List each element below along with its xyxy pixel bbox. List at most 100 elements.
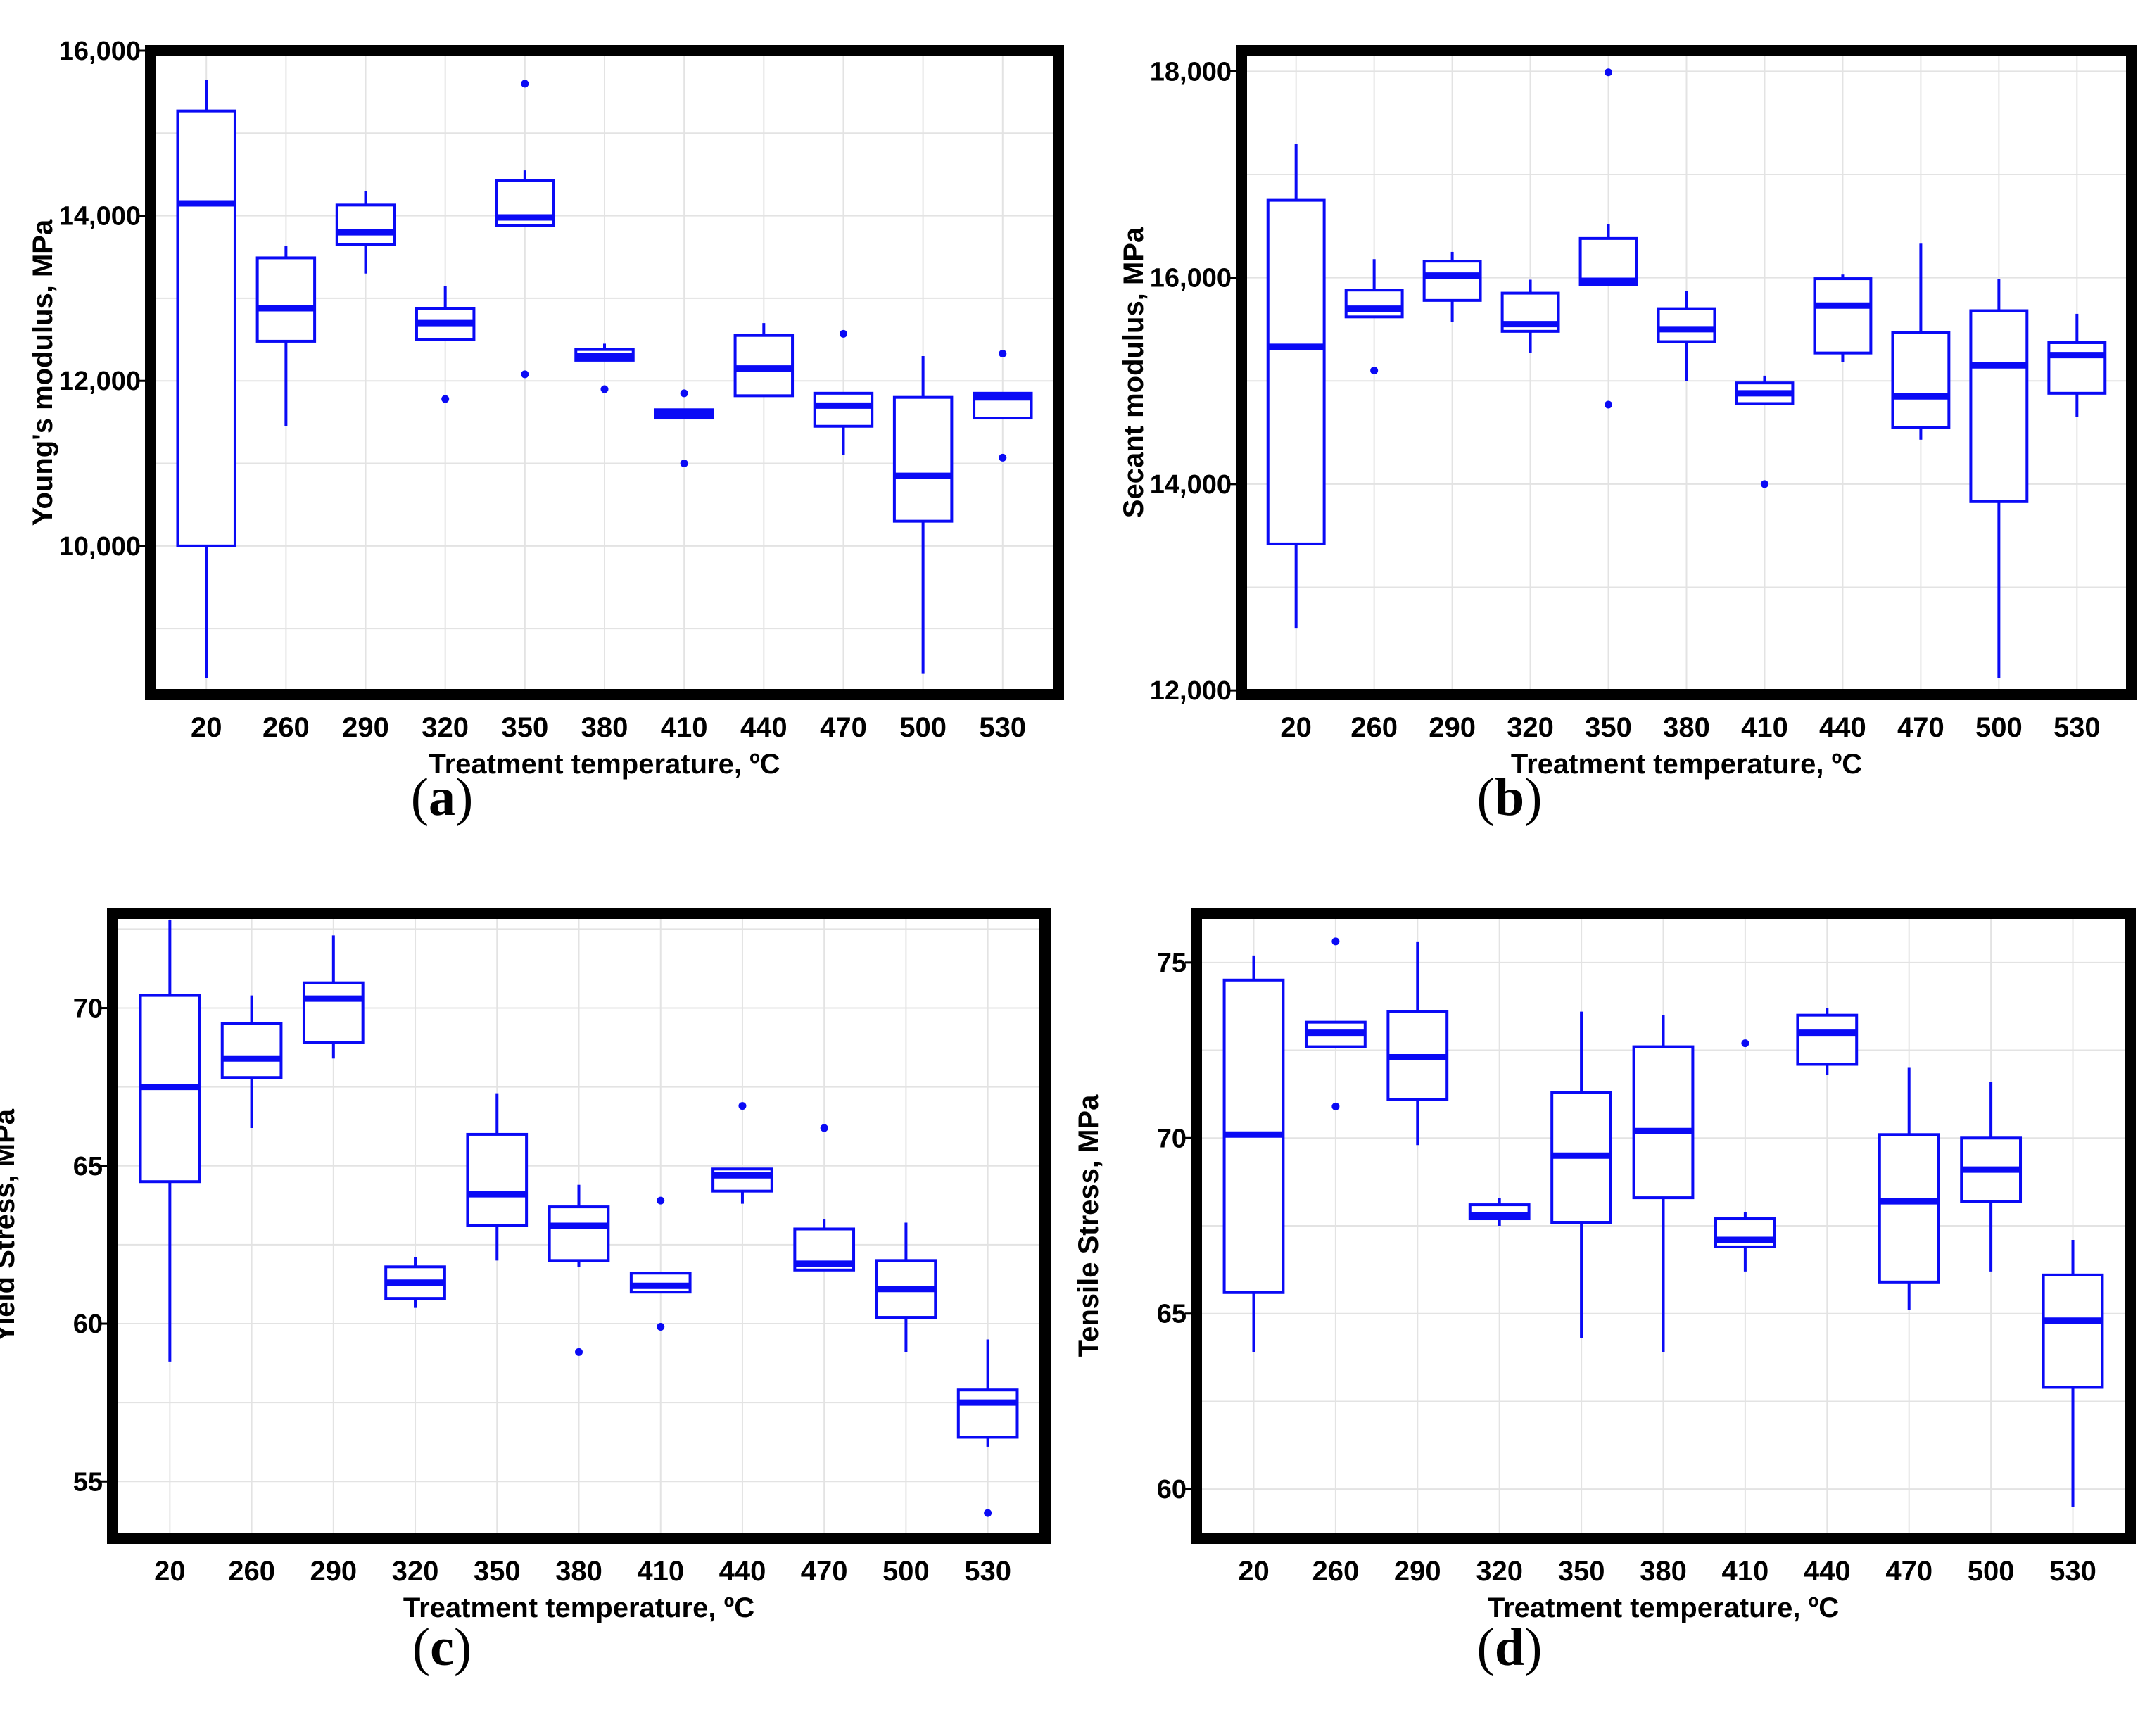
x-tick-label: 380 — [555, 1556, 602, 1587]
box-470 — [813, 329, 874, 455]
x-tick-label: 440 — [740, 712, 787, 743]
outlier-point — [839, 329, 847, 338]
box-iqr — [1422, 260, 1482, 302]
box-iqr — [176, 109, 236, 547]
outlier-point — [600, 385, 609, 393]
outlier-point — [820, 1124, 828, 1132]
box-380 — [548, 1184, 610, 1356]
box-380 — [1632, 1015, 1695, 1352]
outlier-point — [657, 1323, 665, 1331]
x-tick-label: 20 — [191, 712, 222, 743]
x-tick-label: 350 — [1558, 1556, 1605, 1587]
x-tick-label: 440 — [1819, 712, 1866, 743]
y-tick-label: 14,000 — [1150, 470, 1232, 500]
x-axis-label: Treatment temperature, ºC — [1511, 749, 1862, 780]
box-iqr — [1969, 309, 2029, 503]
outlier-point — [521, 370, 529, 379]
box-20 — [176, 80, 236, 678]
box-iqr — [466, 1132, 529, 1228]
y-tick-label: 70 — [1157, 1124, 1187, 1153]
chart-panel-b: 12,000 14,000 16,000 18,000 20 260 290 320 350 38… — [1118, 45, 2137, 780]
box-iqr — [1878, 1133, 1940, 1284]
box-530 — [2047, 313, 2107, 417]
outlier-point — [680, 460, 688, 468]
x-tick-label: 410 — [1741, 712, 1788, 743]
x-tick-label: 350 — [501, 712, 548, 743]
chart-panel-a: 10,000 12,000 14,000 16,000 20 260 290 320 350 38… — [27, 37, 1064, 780]
x-tick-label: 530 — [964, 1556, 1011, 1587]
x-tick-label: 440 — [719, 1556, 766, 1587]
x-tick-label: 20 — [154, 1556, 186, 1587]
box-440 — [733, 323, 795, 398]
box-320 — [384, 1257, 446, 1308]
box-iqr — [302, 981, 365, 1044]
box-iqr — [2042, 1273, 2104, 1389]
box-320 — [1468, 1198, 1531, 1226]
outlier-point — [738, 1102, 747, 1110]
x-tick-label: 410 — [1722, 1556, 1769, 1587]
x-tick-label: 530 — [979, 712, 1026, 743]
box-290 — [1422, 251, 1482, 322]
outlier-point — [1370, 367, 1379, 375]
y-axis-label: Yield Stress, MPa — [0, 1108, 20, 1343]
x-tick-label: 500 — [899, 712, 947, 743]
x-tick-label: 290 — [1429, 712, 1476, 743]
y-tick-label: 18,000 — [1150, 57, 1232, 87]
x-tick-label: 470 — [801, 1556, 848, 1587]
box-470 — [793, 1124, 856, 1272]
x-tick-label: 410 — [637, 1556, 684, 1587]
chart-panel-c: 55 60 65 70 20 260 290 320 350 380 410 440 470 500 530… — [0, 908, 1051, 1623]
y-tick-label: 12,000 — [1150, 676, 1232, 706]
x-tick-label: 410 — [661, 712, 708, 743]
outlier-point — [1605, 68, 1613, 77]
x-tick-label: 290 — [1394, 1556, 1441, 1587]
x-tick-label: 470 — [1897, 712, 1944, 743]
box-380 — [574, 343, 635, 393]
x-tick-label: 500 — [1975, 712, 2023, 743]
box-500 — [1960, 1082, 2023, 1272]
y-tick-label: 14,000 — [59, 202, 141, 232]
y-tick-label: 70 — [73, 994, 103, 1024]
box-440 — [711, 1102, 773, 1204]
x-tick-label: 470 — [1885, 1556, 1932, 1587]
x-tick-label: 500 — [882, 1556, 930, 1587]
y-axis-label: Young's modulus, MPa — [27, 219, 58, 526]
x-axis-label: Treatment temperature, ºC — [429, 749, 780, 780]
panel-caption-letter: a — [429, 768, 455, 827]
outlier-point — [1605, 400, 1613, 409]
x-tick-label: 320 — [1476, 1556, 1523, 1587]
x-tick-label: 380 — [1663, 712, 1710, 743]
chart-panel-d: 60 65 70 75 20 260 290 320 350 380 410 440 470 500 530… — [1073, 908, 2136, 1623]
panel-caption-letter: c — [430, 1618, 454, 1677]
box-350 — [1578, 68, 1638, 409]
x-tick-label: 350 — [1585, 712, 1632, 743]
x-tick-label: 260 — [228, 1556, 275, 1587]
box-260 — [1344, 259, 1404, 375]
box-260 — [1304, 937, 1367, 1110]
outlier-point — [999, 453, 1007, 462]
y-tick-label: 60 — [1157, 1475, 1187, 1504]
x-tick-label: 290 — [310, 1556, 357, 1587]
box-530 — [973, 350, 1033, 462]
x-tick-label: 320 — [392, 1556, 439, 1587]
x-tick-label: 260 — [262, 712, 310, 743]
box-iqr — [813, 391, 874, 428]
box-290 — [302, 935, 365, 1059]
x-tick-label: 500 — [1968, 1556, 2015, 1587]
box-290 — [1386, 941, 1449, 1146]
y-tick-label: 55 — [73, 1467, 103, 1497]
box-iqr — [1796, 1013, 1859, 1066]
box-530 — [2042, 1239, 2104, 1507]
box-320 — [415, 286, 476, 403]
box-iqr — [335, 203, 396, 246]
outlier-point — [1331, 937, 1340, 946]
x-tick-label: 470 — [820, 712, 867, 743]
box-500 — [1969, 279, 2029, 678]
box-410 — [1735, 375, 1795, 488]
y-tick-label: 65 — [73, 1152, 103, 1181]
x-tick-label: 20 — [1238, 1556, 1270, 1587]
panel-caption-letter: d — [1494, 1618, 1525, 1677]
box-iqr — [2047, 341, 2107, 395]
box-380 — [1657, 291, 1716, 381]
